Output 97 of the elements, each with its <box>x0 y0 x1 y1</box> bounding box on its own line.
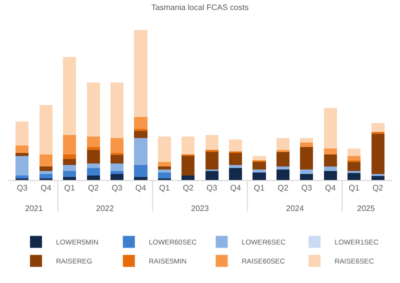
bar <box>348 162 361 171</box>
x-tick-label: Q4 <box>40 184 52 193</box>
bar <box>110 138 124 153</box>
bar <box>16 156 29 176</box>
bar <box>86 136 100 147</box>
bar <box>63 177 76 180</box>
bar <box>300 142 314 147</box>
bar <box>324 148 337 154</box>
bar <box>348 156 361 160</box>
x-tick-label: Q3 <box>16 184 28 193</box>
bar <box>229 168 242 180</box>
text: 2022 <box>96 204 114 213</box>
bar <box>324 154 337 166</box>
bar <box>134 164 148 177</box>
bar <box>110 174 124 180</box>
bar <box>324 108 337 148</box>
bar <box>63 158 76 165</box>
x-tick-label: Q2 <box>182 184 194 193</box>
x-tick-label: Q2 <box>88 184 100 193</box>
bar <box>63 164 76 171</box>
bar <box>86 163 100 168</box>
x-tick-label: Q1 <box>254 184 266 193</box>
bar <box>134 116 148 129</box>
bar <box>63 56 76 135</box>
bar <box>348 172 361 180</box>
bar <box>110 170 124 174</box>
bar <box>39 174 52 178</box>
bar <box>276 138 290 150</box>
x-tick-label: Q3 <box>112 184 123 193</box>
bar <box>16 176 29 178</box>
text: 2024 <box>286 204 304 213</box>
bar <box>276 169 290 180</box>
bar <box>16 152 29 156</box>
bar <box>229 139 242 152</box>
bar <box>252 172 266 180</box>
bar <box>205 134 218 150</box>
bar <box>276 166 290 170</box>
bar <box>110 82 124 138</box>
bar <box>229 164 242 168</box>
x-tick-label: Q1 <box>348 184 360 193</box>
bar <box>324 166 337 171</box>
bar <box>205 170 218 180</box>
bar <box>300 138 314 142</box>
bar <box>16 121 29 146</box>
bar <box>86 150 100 164</box>
x-tick-label: Q1 <box>159 184 170 193</box>
x-tick-label: Q4 <box>325 184 336 193</box>
bar <box>348 148 361 156</box>
bar <box>252 162 266 170</box>
bar <box>134 138 148 165</box>
chart-title: Tasmania local FCAS costs <box>151 2 249 12</box>
bar <box>300 169 314 174</box>
x-tick-label: Q2 <box>278 184 289 193</box>
bar <box>86 146 100 150</box>
bar <box>110 154 124 164</box>
bar <box>16 145 29 153</box>
bar <box>182 156 195 176</box>
bar <box>39 104 52 154</box>
bar <box>63 154 76 159</box>
bar <box>300 174 314 180</box>
bar <box>276 151 290 166</box>
bar <box>205 151 218 170</box>
x-tick-label: Q3 <box>206 184 218 193</box>
bar <box>86 168 100 176</box>
bar <box>182 136 195 154</box>
bar <box>300 146 314 170</box>
x-tick-label: Q1 <box>64 184 76 193</box>
x-tick-label: Q3 <box>301 184 313 193</box>
bar <box>39 170 52 174</box>
bar <box>158 162 171 166</box>
bar <box>86 82 100 136</box>
bar <box>39 154 52 166</box>
bar <box>229 152 242 165</box>
bar <box>134 130 148 138</box>
bar <box>39 166 52 171</box>
bar <box>63 134 76 154</box>
bar <box>86 176 100 180</box>
bar <box>158 166 171 170</box>
bar <box>110 163 124 171</box>
text: 2023 <box>191 204 210 213</box>
bar <box>158 169 171 172</box>
bar <box>158 136 171 162</box>
text: 2025 <box>357 204 376 213</box>
text: 2021 <box>25 204 44 213</box>
x-tick-label: Q4 <box>135 184 147 193</box>
bar <box>63 170 76 177</box>
bar <box>371 133 384 174</box>
x-tick-label: Q2 <box>372 184 384 193</box>
x-tick-label: Q4 <box>230 184 242 193</box>
bar <box>134 30 148 117</box>
bar <box>252 169 266 172</box>
bar <box>324 170 337 180</box>
bar <box>252 156 266 160</box>
bar <box>371 122 384 132</box>
bar <box>182 176 195 180</box>
bar <box>158 172 171 178</box>
bar <box>134 177 148 180</box>
